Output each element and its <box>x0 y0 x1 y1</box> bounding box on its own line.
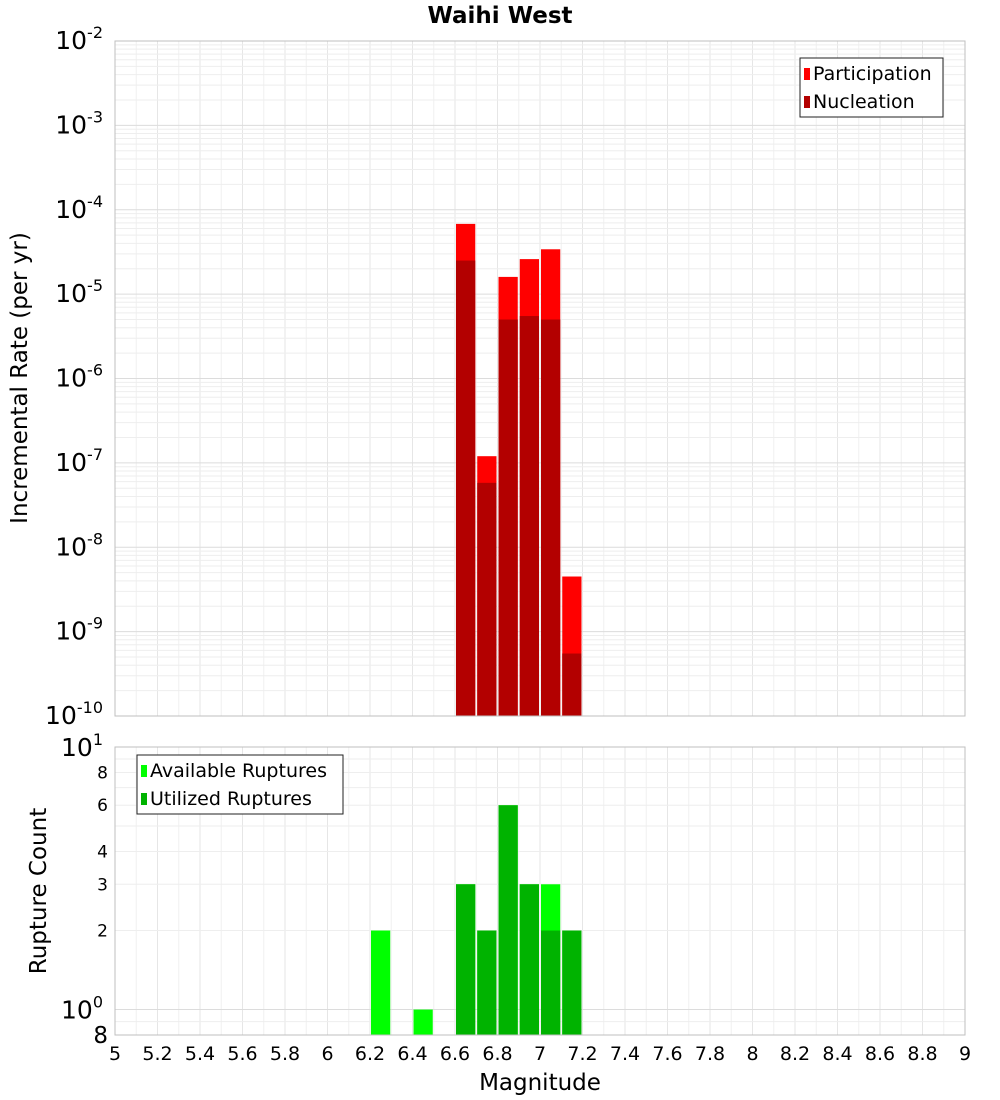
legend-swatch <box>804 96 810 108</box>
tick-label: 7 <box>534 1043 546 1065</box>
legend-swatch <box>804 68 810 80</box>
legend-label: Participation <box>813 63 932 85</box>
bar <box>498 319 518 716</box>
tick-label: 6.2 <box>355 1043 385 1065</box>
tick-label: 5.8 <box>270 1043 300 1065</box>
tick-label: 10-10 <box>45 698 103 730</box>
tick-label: 5 <box>109 1043 121 1065</box>
tick-label: 6 <box>321 1043 333 1065</box>
top-y-tick-labels: 10-10 10-9 10-8 10-7 10-6 10-5 10-4 10-3 10-2 <box>45 23 103 730</box>
legend-box <box>136 754 344 815</box>
legend-swatch <box>141 765 147 777</box>
legend-label: Nucleation <box>813 91 915 113</box>
tick-label: 7.8 <box>695 1043 725 1065</box>
top-y-axis-label: Incremental Rate (per yr) <box>7 232 33 524</box>
tick-label: 7.2 <box>567 1043 597 1065</box>
bar <box>371 930 391 1035</box>
top-plot-area: 10-10 10-9 10-8 10-7 10-6 10-5 10-4 10-3 10-2 Par… <box>45 23 966 730</box>
tick-label: 8.6 <box>865 1043 895 1065</box>
tick-label: 2 <box>97 922 108 942</box>
tick-label: 8.2 <box>780 1043 810 1065</box>
tick-label: 10-3 <box>55 107 103 139</box>
legend-label: Utilized Ruptures <box>150 788 312 810</box>
bar <box>519 316 539 716</box>
tick-label: 8.4 <box>822 1043 852 1065</box>
top-legend: Participation Nucleation <box>799 57 944 118</box>
tick-label: 10-8 <box>55 529 103 561</box>
bottom-series-2 <box>456 805 582 1035</box>
tick-label: 5.4 <box>185 1043 215 1065</box>
bottom-legend: Available Ruptures Utilized Ruptures <box>136 754 344 815</box>
tick-label: 6 <box>97 796 108 816</box>
tick-label: 5.2 <box>142 1043 172 1065</box>
tick-label: 3 <box>97 875 108 895</box>
tick-label: 10-9 <box>55 614 103 646</box>
tick-label: 101 <box>61 730 103 762</box>
tick-label: 7.4 <box>610 1043 640 1065</box>
top-plot-frame <box>114 40 966 717</box>
bar <box>456 260 476 716</box>
bar <box>477 482 497 716</box>
bottom-y-axis-label: Rupture Count <box>26 808 52 974</box>
tick-label: 7.6 <box>652 1043 682 1065</box>
tick-label: 10-2 <box>55 23 103 55</box>
tick-label: 9 <box>959 1043 971 1065</box>
x-tick-labels: 5 5.2 5.4 5.6 5.8 6 6.2 6.4 6.6 6.8 7 7.2 7.4 7.6 7.8 8… <box>109 1043 971 1065</box>
bar <box>456 884 476 1035</box>
x-axis-label: Magnitude <box>479 1070 601 1096</box>
chart-title: Waihi West <box>427 3 572 29</box>
tick-label: 5.6 <box>227 1043 257 1065</box>
tick-label: 10-5 <box>55 276 103 308</box>
bar <box>541 319 561 716</box>
tick-label: 6.8 <box>482 1043 512 1065</box>
bar <box>562 653 582 716</box>
bar <box>541 930 561 1035</box>
tick-label: 100 <box>61 993 103 1025</box>
tick-label: 10-4 <box>55 192 103 224</box>
tick-label: 10-7 <box>55 445 103 477</box>
tick-label: 6.4 <box>397 1043 427 1065</box>
bar <box>519 884 539 1035</box>
tick-label: 8 <box>93 1023 108 1049</box>
tick-label: 8 <box>746 1043 758 1065</box>
top-series-2 <box>456 260 582 716</box>
tick-label: 4 <box>97 842 108 862</box>
legend-swatch <box>141 793 147 805</box>
tick-label: 8.8 <box>907 1043 937 1065</box>
bottom-plot-frame <box>114 746 966 1036</box>
legend-label: Available Ruptures <box>150 760 327 782</box>
bar <box>498 805 518 1035</box>
legend-box <box>799 57 944 118</box>
tick-label: 10-6 <box>55 361 103 393</box>
bar <box>562 930 582 1035</box>
tick-label: 6.6 <box>440 1043 470 1065</box>
bar <box>413 1009 433 1035</box>
tick-label: 8 <box>97 763 108 783</box>
bar <box>477 930 497 1035</box>
